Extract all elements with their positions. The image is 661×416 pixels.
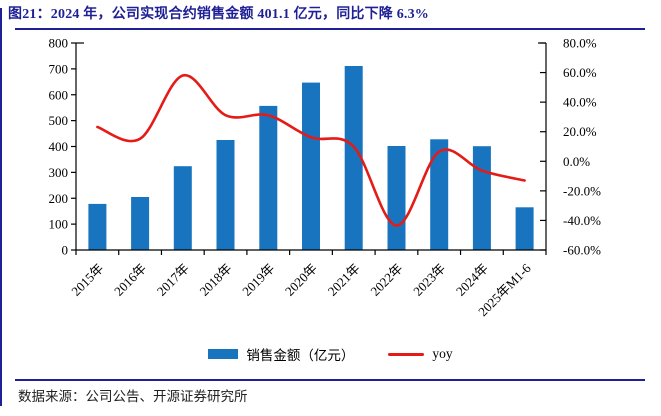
title-underline <box>15 28 645 30</box>
x-axis-label: 2022年 <box>367 261 405 299</box>
yoy-line <box>96 74 526 227</box>
bar-2021年 <box>344 66 363 250</box>
right-axis-label: -60.0% <box>563 243 601 258</box>
left-axis-label: 0 <box>62 243 69 258</box>
legend-item-sales: 销售金额（亿元） <box>208 344 354 364</box>
right-axis-label: 0.0% <box>563 154 590 169</box>
data-source-text: 数据来源：公司公告、开源证券研究所 <box>18 389 248 404</box>
figure-left-border <box>0 8 2 406</box>
bar-series-swatch-icon <box>208 349 239 359</box>
bar-2015年 <box>88 203 107 250</box>
legend-label-yoy: yoy <box>432 346 453 361</box>
x-axis-label: 2021年 <box>325 261 363 299</box>
bar-2024年 <box>472 146 491 250</box>
left-axis-label: 700 <box>49 61 69 76</box>
line-series-swatch-icon <box>388 352 425 356</box>
x-axis-label: 2020年 <box>282 261 320 299</box>
right-axis-label: 60.0% <box>563 65 597 80</box>
left-axis-label: 300 <box>49 165 69 180</box>
x-axis-label: 2015年 <box>68 261 106 299</box>
left-axis-label: 800 <box>49 36 69 51</box>
right-axis-label: 20.0% <box>563 124 597 139</box>
legend-label-sales: 销售金额（亿元） <box>246 348 355 363</box>
left-axis-label: 600 <box>49 87 69 102</box>
bar-2025年M1-6 <box>515 207 534 250</box>
right-axis-label: 40.0% <box>563 95 597 110</box>
bar-2022年 <box>387 146 406 250</box>
chart-legend: 销售金额（亿元） yoy <box>0 344 661 364</box>
bar-2023年 <box>430 139 449 250</box>
left-axis-label: 500 <box>49 113 69 128</box>
x-axis-label: 2019年 <box>239 261 277 299</box>
bar-2020年 <box>302 82 320 250</box>
left-axis-label: 100 <box>49 217 69 232</box>
legend-item-yoy: yoy <box>388 346 453 362</box>
left-axis-label: 400 <box>49 139 69 154</box>
left-axis-label: 200 <box>49 191 69 206</box>
x-axis-label: 2023年 <box>410 261 448 299</box>
bar-2016年 <box>131 197 150 250</box>
x-axis-label: 2018年 <box>196 261 234 299</box>
source-divider <box>15 379 645 381</box>
right-axis-label: -40.0% <box>563 213 601 228</box>
bar-2017年 <box>173 166 192 250</box>
right-axis-label: -20.0% <box>563 183 601 198</box>
x-axis-label: 2016年 <box>111 261 149 299</box>
x-axis-label: 2024年 <box>453 261 491 299</box>
x-axis-label: 2017年 <box>154 261 192 299</box>
bar-2019年 <box>259 105 278 251</box>
bar-2018年 <box>216 140 235 250</box>
figure-title: 图21：2024 年，公司实现合约销售金额 401.1 亿元，同比下降 6.3% <box>8 7 429 22</box>
right-axis-label: 80.0% <box>563 36 597 51</box>
